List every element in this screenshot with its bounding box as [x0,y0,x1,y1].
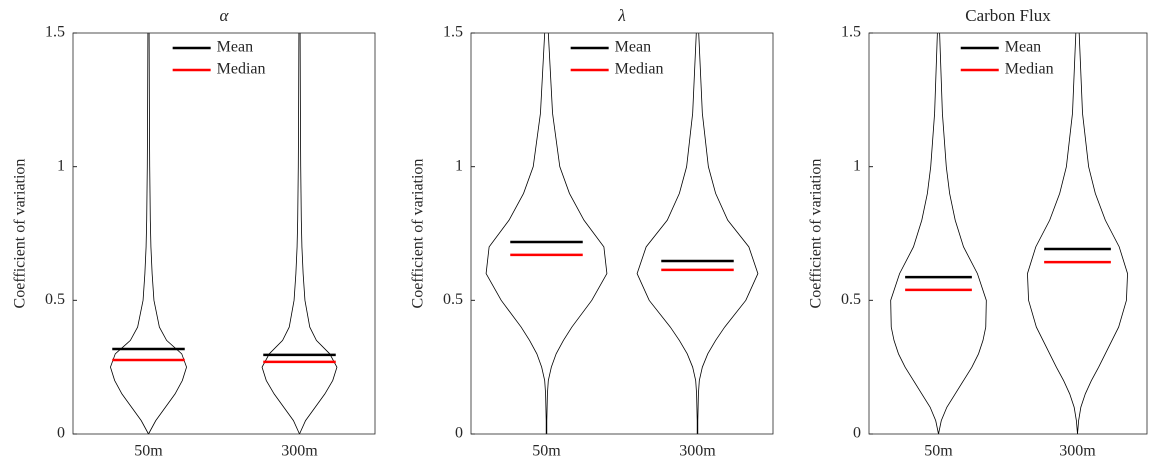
violin-outline [261,32,300,435]
chart-title: Carbon Flux [965,6,1051,25]
legend-label: Median [217,61,266,78]
violin-outline [890,32,939,435]
legend-label: Mean [217,39,253,56]
chart-title: λ [617,6,625,25]
violin-outline [1077,32,1128,435]
x-tick-label: 300m [1059,443,1096,460]
x-tick-label: 50m [134,443,163,460]
y-axis-label: Coefficient of variation [808,159,825,309]
legend-label: Mean [615,39,651,56]
violin-outline [636,32,698,434]
legend-label: Median [615,61,664,78]
y-tick-label: 0 [455,425,463,442]
violin-outline [148,32,187,435]
y-tick-label: 0.5 [45,291,65,308]
y-tick-label: 0.5 [841,291,861,308]
axes-box [470,32,774,435]
violin-outline [697,32,759,434]
x-tick-label: 50m [532,443,561,460]
y-tick-label: 1.5 [45,24,65,41]
violin-outline [1027,32,1078,435]
y-tick-label: 1 [57,157,65,174]
y-axis-label: Coefficient of variation [12,159,29,309]
y-tick-label: 0 [57,425,65,442]
y-tick-label: 0 [853,425,861,442]
chart-title: α [220,6,230,25]
y-tick-label: 1 [853,157,861,174]
legend-label: Median [1005,61,1054,78]
y-axis-label: Coefficient of variation [410,159,427,309]
axes-box [72,32,376,435]
x-tick-label: 300m [679,443,716,460]
y-tick-label: 1 [455,157,463,174]
y-tick-label: 1.5 [841,24,861,41]
axes-box [868,32,1148,435]
x-tick-label: 300m [281,443,318,460]
violin-outline [938,32,987,435]
violin-outline [110,32,149,435]
legend-label: Mean [1005,39,1041,56]
y-tick-label: 0.5 [443,291,463,308]
y-tick-label: 1.5 [443,24,463,41]
violin-outline [485,32,547,434]
violin-outline [546,32,608,434]
violin-outline [299,32,338,435]
x-tick-label: 50m [924,443,953,460]
